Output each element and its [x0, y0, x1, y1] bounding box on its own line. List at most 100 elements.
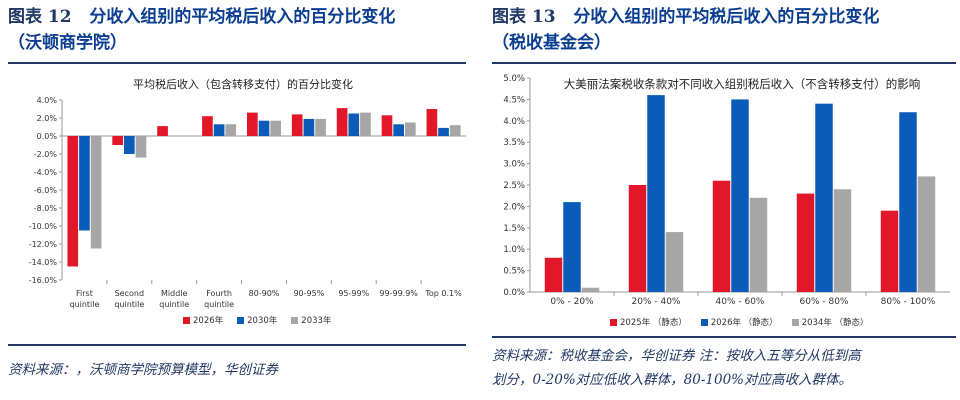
x-tick-label: 40% - 60%: [716, 297, 765, 307]
x-tick-label: 20% - 40%: [632, 297, 681, 307]
x-tick-label: quintile: [69, 300, 99, 309]
legend-item-2026: 2026年: [183, 314, 223, 326]
figure-12-label: 图表 12: [8, 7, 72, 27]
figure-13-source-line1: 资料来源：税收基金会，华创证券 注：按收入五等分从低到高: [492, 348, 861, 364]
figure-12-heading: 图表 12 分收入组别的平均税后收入的百分比变化 （沃顿商学院）: [8, 4, 466, 56]
y-tick-label: -12.0%: [29, 240, 58, 249]
bar-2-5: [258, 120, 270, 136]
figure-13-heading: 图表 13 分收入组别的平均税后收入的百分比变化 （税收基金会）: [492, 4, 956, 56]
x-tick-label: 60% - 80%: [800, 297, 849, 307]
bar-1-8: [381, 115, 393, 136]
bar-2-9: [438, 127, 449, 136]
bar-3-3: [749, 197, 768, 292]
bar-1-2: [628, 185, 647, 292]
bar-3-8: [405, 122, 416, 136]
bar-1-1: [67, 136, 79, 267]
bar-3-2: [135, 136, 147, 158]
y-tick-label: -14.0%: [29, 258, 58, 267]
y-tick-label: 3.5%: [503, 138, 525, 148]
bar-3-4: [225, 124, 237, 136]
y-tick-label: 4.0%: [503, 117, 525, 127]
bar-1-4: [796, 193, 815, 292]
chart-13-title: 大美丽法案税收条款对不同收入组别税后收入（不含转移支付）的影响: [563, 77, 921, 91]
bar-3-6: [315, 118, 326, 136]
x-tick-label: 80% - 100%: [881, 297, 936, 307]
x-tick-label: Second: [115, 289, 144, 298]
figure-12-source: 资料来源：，沃顿商学院预算模型，华创证券: [8, 362, 278, 378]
legend-item-2025-static: 2025年 （静态）: [610, 316, 687, 328]
bar-3-7: [360, 112, 371, 136]
figure-13-source: 资料来源：税收基金会，华创证券 注：按收入五等分从低到高 划分，0-20%对应低…: [492, 344, 956, 392]
bar-1-3: [712, 180, 731, 292]
figure-13-panel: 图表 13 分收入组别的平均税后收入的百分比变化 （税收基金会） 5.0% 4.5…: [484, 0, 960, 400]
figure-12-rule: [8, 62, 466, 64]
y-tick-label: 4.5%: [503, 95, 525, 105]
figure-13-rule: [492, 62, 956, 64]
x-tick-label: 95-99%: [338, 289, 369, 298]
x-tick-label: Middle: [161, 289, 188, 298]
chart-12-title: 平均税后收入（包含转移支付）的百分比变化: [133, 78, 353, 91]
legend-item-2033: 2033年: [291, 314, 331, 326]
bar-3-5: [917, 176, 936, 292]
bar-2-4: [213, 124, 225, 136]
bar-3-4: [833, 189, 852, 292]
bar-1-6: [291, 114, 303, 136]
y-tick-label: -16.0%: [29, 276, 58, 285]
y-tick-label: 1.5%: [503, 224, 525, 234]
x-tick-label: First: [76, 289, 93, 298]
y-tick-label: 1.0%: [503, 245, 525, 255]
figure-12-subtitle: （沃顿商学院）: [8, 33, 127, 53]
legend-item-2034-static: 2034年 （静态）: [791, 316, 869, 328]
y-tick-label: 0.0%: [503, 288, 525, 298]
figure-12-panel: 图表 12 分收入组别的平均税后收入的百分比变化 （沃顿商学院） 平均税后收入（…: [0, 0, 470, 400]
x-tick-label: Fourth: [206, 289, 232, 298]
figure-13-bottom-rule: [492, 336, 956, 338]
bar-1-9: [426, 109, 438, 136]
bar-2-8: [393, 124, 405, 136]
y-tick-label: 0.0%: [37, 132, 58, 141]
chart-13-svg: 5.0% 4.5% 4.0% 3.5% 3.0% 2.5% 2.0% 1.5% 1.0% 0.5%…: [503, 74, 950, 307]
y-tick-label: 3.0%: [503, 160, 525, 170]
chart-12-svg: 4.0% 2.0% 0.0% -2.0% -4.0% -6.0% -8.0% -10.0% -1…: [29, 96, 466, 309]
bar-2-5: [899, 112, 917, 292]
y-tick-label: -6.0%: [34, 186, 58, 195]
bar-3-1: [90, 136, 102, 249]
bar-3-5: [270, 120, 282, 136]
bar-2-2: [123, 136, 135, 154]
bar-2-6: [303, 118, 315, 136]
bar-1-3: [157, 126, 168, 136]
y-tick-label: -8.0%: [34, 204, 58, 213]
figure-12-bottom-rule: [8, 344, 466, 346]
bar-1-4: [202, 116, 213, 136]
chart-13-legend: 2025年 （静态） 2026年 （静态） 2034年 （静态）: [610, 316, 869, 328]
y-tick-label: -2.0%: [34, 150, 58, 159]
legend-item-2030: 2030年: [237, 314, 277, 326]
bar-1-1: [544, 257, 563, 292]
bar-2-4: [815, 103, 833, 293]
bar-2-1: [563, 202, 581, 292]
y-tick-label: -4.0%: [34, 168, 58, 177]
bar-1-7: [336, 108, 348, 136]
bar-2-7: [348, 113, 360, 136]
bar-2-1: [79, 136, 90, 231]
x-tick-label: quintile: [159, 300, 189, 309]
x-tick-label: quintile: [114, 300, 144, 309]
y-tick-label: -10.0%: [29, 222, 58, 231]
bar-1-5: [246, 112, 258, 136]
chart-12-area: 平均税后收入（包含转移支付）的百分比变化 4.0% 2.0% 0.0% -2.0% -4…: [18, 70, 468, 335]
x-tick-label: 90-95%: [293, 289, 324, 298]
chart-13-area: 5.0% 4.5% 4.0% 3.5% 3.0% 2.5% 2.0% 1.5% 1.0% 0.5%…: [490, 70, 954, 332]
y-tick-label: 2.0%: [37, 114, 58, 123]
figure-13-source-line2: 划分，0-20%对应低收入群体，80-100%对应高收入群体。: [492, 372, 852, 388]
y-tick-label: 2.0%: [503, 202, 525, 212]
x-tick-label: quintile: [204, 300, 234, 309]
y-tick-label: 5.0%: [503, 74, 525, 84]
bar-1-2: [112, 136, 123, 145]
x-tick-label: 99-99.9%: [379, 289, 418, 298]
bar-3-9: [449, 125, 461, 136]
bar-2-2: [647, 95, 665, 293]
y-tick-label: 4.0%: [37, 96, 58, 105]
y-tick-label: 0.5%: [503, 267, 525, 277]
x-tick-label: 80-90%: [249, 289, 280, 298]
chart-12-legend: 2026年 2030年 2033年: [183, 314, 331, 326]
